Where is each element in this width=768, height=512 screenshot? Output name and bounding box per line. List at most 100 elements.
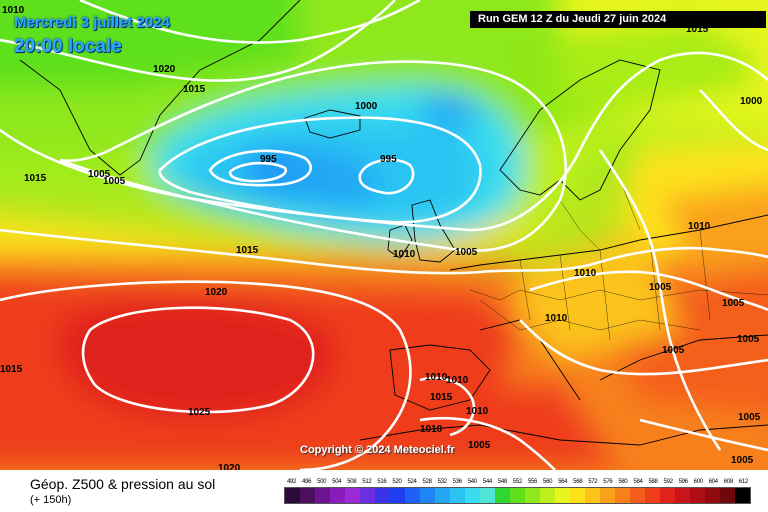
legend-label: 496 <box>302 479 312 485</box>
legend-swatch <box>570 488 585 503</box>
isobar-label: 1010 <box>425 372 448 383</box>
isobars <box>0 0 768 470</box>
legend-swatch <box>720 488 735 503</box>
map-footer: Géop. Z500 & pression au sol (+ 150h) 49… <box>0 470 768 512</box>
greenland-coast <box>19 0 301 176</box>
isobar-1000 <box>158 116 482 224</box>
forecast-time: 20:00 locale <box>14 36 122 57</box>
isobar-1010-iberia <box>419 376 476 437</box>
legend-label: 548 <box>497 479 507 485</box>
isobar-1020-north <box>79 0 421 44</box>
scandinavia-coast <box>499 59 661 201</box>
legend-swatch <box>360 488 375 503</box>
isobar-1005-africa <box>419 416 556 470</box>
legend-label: 528 <box>422 479 432 485</box>
legend-label: 592 <box>663 479 673 485</box>
color-bands <box>0 0 768 470</box>
legend-label: 520 <box>392 479 402 485</box>
isobar-label: 1005 <box>103 176 126 187</box>
iceland-coast <box>304 109 361 139</box>
legend-swatch <box>375 488 390 503</box>
isobar-label: 1015 <box>0 364 23 375</box>
ireland-coast <box>387 224 413 259</box>
isobar-1015-north <box>0 0 396 82</box>
isobar-label: 1005 <box>737 334 760 345</box>
isobar-label: 1025 <box>188 407 211 418</box>
iberia-coast <box>389 344 491 411</box>
isobar-label: 1005 <box>722 298 745 309</box>
legend-swatch <box>480 488 495 503</box>
isobar-1010-scand <box>598 149 722 451</box>
legend-swatch <box>600 488 615 503</box>
isobar-990 <box>228 161 288 183</box>
legend-swatch <box>510 488 525 503</box>
isobar-995-west <box>208 149 312 187</box>
isobar-1015-central <box>0 228 768 275</box>
legend-label: 508 <box>347 479 357 485</box>
legend-swatch <box>660 488 675 503</box>
legend-swatch <box>495 488 510 503</box>
legend-swatch <box>300 488 315 503</box>
legend-swatch <box>645 488 660 503</box>
legend-label: 604 <box>708 479 718 485</box>
legend-swatch <box>465 488 480 503</box>
legend-swatch <box>525 488 540 503</box>
isobar-label: 1015 <box>430 392 453 403</box>
isobar-label: 1010 <box>393 249 416 260</box>
legend-bar <box>284 487 751 504</box>
legend-label: 608 <box>723 479 733 485</box>
forecast-date: Mercredi 3 juillet 2024 <box>14 14 170 31</box>
north-africa-coast <box>359 424 768 446</box>
weather-map: 1010 1020 1015 1000 995 995 1015 1005 10… <box>0 0 768 470</box>
isobar-label: 1010 <box>574 268 597 279</box>
isobar-label: 1015 <box>236 245 259 256</box>
legend-label: 516 <box>377 479 387 485</box>
isobar-1005-southeast <box>639 418 768 452</box>
legend-label: 564 <box>558 479 568 485</box>
legend-swatch <box>705 488 720 503</box>
legend-label: 556 <box>527 479 538 485</box>
legend-label: 576 <box>603 479 613 485</box>
isobar-label: 1005 <box>662 345 685 356</box>
legend-label: 572 <box>588 479 598 485</box>
isobar-label: 1005 <box>88 169 111 180</box>
isobar-1020-south <box>0 280 412 470</box>
isobar-label: 1005 <box>649 282 672 293</box>
legend-swatch <box>285 488 300 503</box>
isobar-label: 1015 <box>24 173 47 184</box>
legend-label: 524 <box>407 479 417 485</box>
legend-label: 612 <box>738 479 748 485</box>
isobar-label: 1020 <box>153 64 176 75</box>
legend-label: 584 <box>633 479 643 485</box>
isobar-labels: 1010 1020 1015 1000 995 995 1015 1005 10… <box>0 5 763 470</box>
legend-swatch <box>345 488 360 503</box>
legend-label: 560 <box>543 479 553 485</box>
isobar-label: 1015 <box>183 84 206 95</box>
isobar-label: 1010 <box>688 221 711 232</box>
lead-time: (+ 150h) <box>30 494 72 506</box>
legend-swatch <box>540 488 555 503</box>
color-legend: 492 496 500 504 508 512 516 520 524 528 532 536 540 5… <box>284 478 751 504</box>
isobar-label: 1020 <box>218 463 241 470</box>
legend-label: 580 <box>618 479 628 485</box>
isobar-label: 1015 <box>686 24 709 35</box>
isobar-1010-east <box>529 270 768 312</box>
geopotential-field: 1010 1020 1015 1000 995 995 1015 1005 10… <box>0 0 768 470</box>
legend-label: 600 <box>693 479 703 485</box>
legend-swatch <box>420 488 435 503</box>
model-run-label: Run GEM 12 Z du Jeudi 27 juin 2024 <box>470 11 766 28</box>
legend-label: 532 <box>437 479 447 485</box>
black-sea-coast <box>599 334 768 381</box>
isobar-1025 <box>81 306 315 414</box>
legend-swatch <box>630 488 645 503</box>
isobar-label: 1000 <box>355 101 378 112</box>
legend-swatch <box>555 488 570 503</box>
isobar-label: 1005 <box>455 247 478 258</box>
isobar-995-east <box>358 158 415 195</box>
product-title: Géop. Z500 & pression au sol <box>30 476 216 492</box>
legend-swatch <box>330 488 345 503</box>
legend-swatch <box>585 488 600 503</box>
legend-swatch <box>435 488 450 503</box>
legend-label: 500 <box>317 479 327 485</box>
isobar-label: 1005 <box>468 440 491 451</box>
